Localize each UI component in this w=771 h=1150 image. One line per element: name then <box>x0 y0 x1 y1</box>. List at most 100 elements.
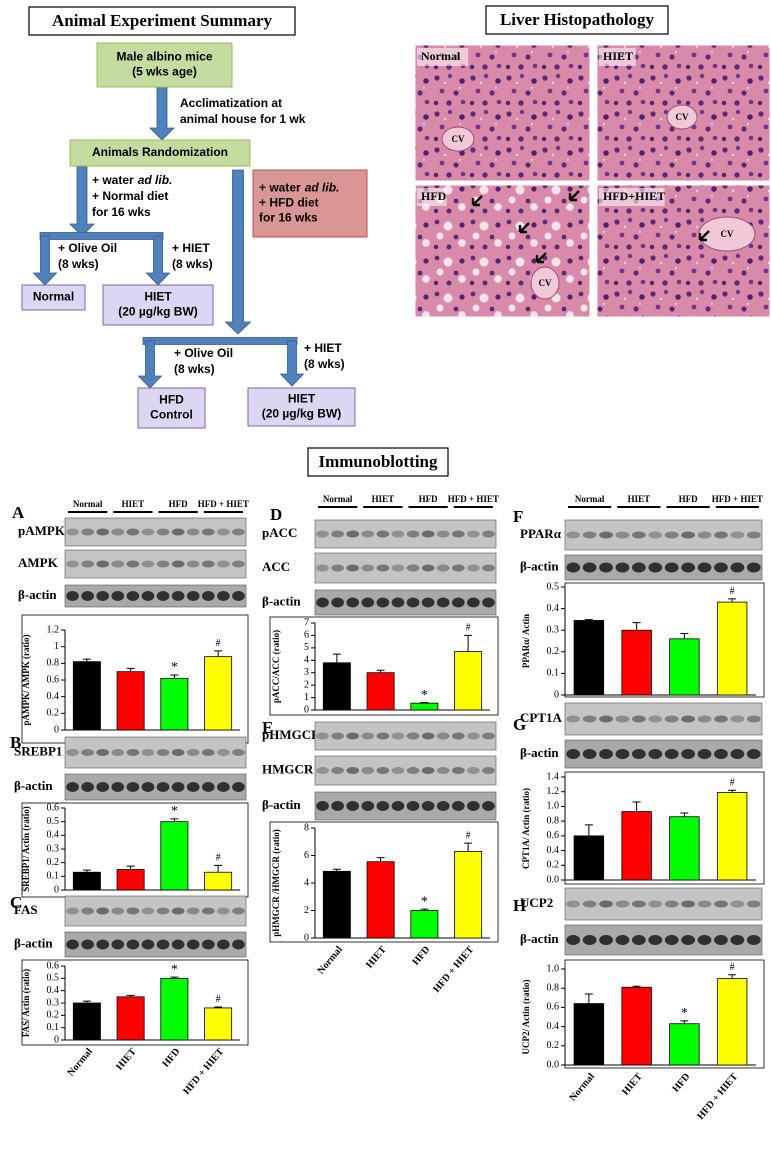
blot-band <box>746 715 761 723</box>
bar <box>160 977 189 1041</box>
error-bar <box>332 653 341 663</box>
blot-band <box>217 749 230 756</box>
blot-band <box>681 715 696 723</box>
blot-band <box>746 749 761 759</box>
blot-band <box>664 531 679 539</box>
blot-label: β-actin <box>14 778 53 793</box>
blot-band <box>186 591 200 601</box>
blot-band <box>451 732 465 740</box>
section-title: Liver Histopathology <box>500 10 655 29</box>
blot-band <box>467 597 480 608</box>
blot-band <box>582 935 597 945</box>
blot-band <box>406 801 420 811</box>
blot-label: PPARα <box>520 526 562 541</box>
error-bar <box>584 993 593 1004</box>
blot-band <box>81 591 94 601</box>
blot-group-label: HIET <box>122 499 145 509</box>
blot-label: ACC <box>262 559 290 574</box>
y-tick-label: 0 <box>554 689 559 700</box>
note-line: (20 µg/kg BW) <box>118 305 198 319</box>
blot-label: pACC <box>262 525 297 540</box>
significance-marker: * <box>171 962 178 977</box>
blot-band <box>316 732 329 740</box>
blot-band <box>141 782 155 792</box>
blot-band <box>376 767 390 774</box>
bar <box>72 1002 101 1041</box>
blot-band <box>730 749 745 759</box>
blot-label: β-actin <box>262 593 301 608</box>
blot-band <box>201 749 215 756</box>
blot-band <box>111 939 125 950</box>
y-tick-label: 0.2 <box>47 1010 60 1021</box>
blot-band <box>391 530 405 538</box>
blot-band <box>467 801 480 811</box>
bar <box>621 811 652 881</box>
section-title: Immunoblotting <box>318 452 438 471</box>
y-tick-label: 5 <box>304 642 309 653</box>
bar <box>366 861 395 939</box>
blot-band <box>96 528 110 536</box>
error-bar <box>376 669 385 673</box>
y-axis-label: SREBP1/ Actin (ratio) <box>21 806 31 892</box>
y-axis-label: pAMPK/ AMPK (ratio) <box>21 635 31 726</box>
blot-band <box>156 560 170 568</box>
blot-band <box>171 782 185 792</box>
blot-band <box>186 528 200 536</box>
bar <box>204 1007 233 1041</box>
y-axis-label: PPARα/ Actin <box>521 614 531 668</box>
note-line: Animals Randomization <box>92 145 228 159</box>
panel-letter: H <box>513 896 526 915</box>
blot-band <box>631 749 646 759</box>
chart-frame <box>269 616 499 716</box>
label-backdrop <box>417 188 447 206</box>
blot-band <box>156 782 170 792</box>
blot-band <box>186 749 200 756</box>
error-bar <box>82 658 91 662</box>
label-backdrop <box>599 188 665 206</box>
blot-band <box>141 560 155 568</box>
blot-group-label: HIET <box>372 494 395 504</box>
y-tick-label: 0.3 <box>547 624 560 635</box>
y-tick-label: 0.2 <box>47 857 60 868</box>
blot-band <box>482 597 495 608</box>
blot-group-label: HIET <box>628 494 651 504</box>
blot-band <box>186 939 200 950</box>
bar <box>72 871 101 891</box>
blot-band <box>599 900 613 908</box>
significance-marker: # <box>730 778 735 789</box>
bar <box>322 870 351 939</box>
blot-band <box>66 782 79 792</box>
note-line: HFD <box>159 393 184 407</box>
blot-band <box>631 715 646 723</box>
blot-band <box>648 749 663 759</box>
blot-band <box>201 907 215 915</box>
blot-band <box>582 749 597 759</box>
flow-box <box>69 139 251 167</box>
blot-band <box>346 801 360 811</box>
central-vein <box>530 266 560 300</box>
blot-band <box>331 564 344 572</box>
central-vein <box>666 104 698 130</box>
blot-band <box>346 597 360 608</box>
blot-band <box>615 715 630 723</box>
blot-band <box>111 749 125 756</box>
note-text: + water <box>92 173 134 187</box>
blot-band <box>599 935 613 945</box>
blot-band <box>599 531 613 539</box>
blot-band <box>81 749 94 756</box>
cv-label: CV <box>452 134 465 144</box>
blot-band <box>316 597 329 608</box>
panel-label: HIET <box>603 49 633 63</box>
blot-band <box>615 749 630 759</box>
panel-letter: C <box>10 893 22 912</box>
blot-band <box>376 801 390 811</box>
y-tick-label: 0.2 <box>547 860 560 871</box>
flow-box <box>137 387 206 429</box>
x-tick-label: HFD <box>670 1071 692 1094</box>
flow-box <box>21 284 86 311</box>
blot-band <box>436 767 450 774</box>
bar <box>72 661 101 731</box>
blot-band <box>361 564 375 572</box>
blot-band <box>648 935 663 945</box>
blot-band <box>201 591 215 601</box>
